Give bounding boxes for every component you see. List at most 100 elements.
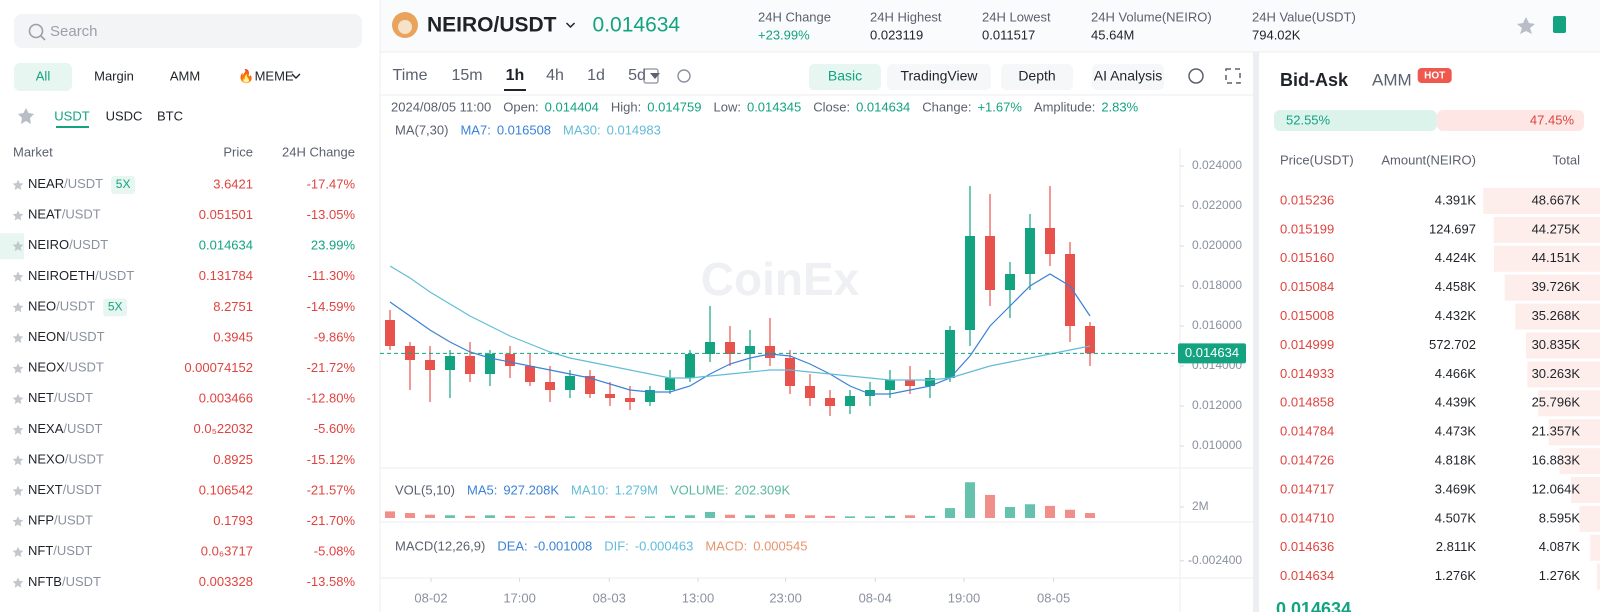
view-tab-bg[interactable] <box>809 64 881 90</box>
ask-price: 0.014634 <box>1280 568 1334 583</box>
interval-tab[interactable]: 15m <box>451 67 482 84</box>
quote-tab[interactable]: BTC <box>157 108 183 123</box>
market-name[interactable]: NFT/USDT <box>28 544 92 559</box>
volume-bar <box>905 515 915 518</box>
favorite-icon[interactable] <box>12 455 24 466</box>
market-name[interactable]: NEO/USDT <box>28 299 95 314</box>
fullscreen-icon[interactable] <box>1225 68 1241 84</box>
info-label: Open: <box>503 99 538 114</box>
indicator-icon[interactable] <box>677 69 691 83</box>
market-price: 0.131784 <box>199 268 253 283</box>
market-name[interactable]: NEOX/USDT <box>28 360 104 375</box>
market-price: 0.8925 <box>213 452 253 467</box>
candle-body <box>885 380 895 390</box>
stat-value: 0.023119 <box>870 27 923 42</box>
market-name[interactable]: NEAT/USDT <box>28 207 101 222</box>
depth-bar <box>1579 505 1600 532</box>
market-name[interactable]: NET/USDT <box>28 391 93 406</box>
favorite-icon[interactable] <box>12 424 24 435</box>
info-label: Change: <box>922 99 971 114</box>
favorite-icon[interactable] <box>12 210 24 221</box>
book-tab[interactable]: AMM <box>1372 70 1412 89</box>
info-value: 0.000545 <box>753 538 807 553</box>
quote-tab[interactable]: USDT <box>54 108 89 123</box>
leverage-badge <box>103 298 128 317</box>
candle-body <box>1065 254 1075 326</box>
view-tab-bg[interactable] <box>887 64 991 90</box>
view-tab[interactable]: TradingView <box>900 68 978 84</box>
view-tab[interactable]: Depth <box>1018 68 1055 84</box>
ask-total: 39.726K <box>1532 279 1581 294</box>
market-name[interactable]: NEXO/USDT <box>28 452 104 467</box>
view-tab-bg[interactable] <box>1001 64 1073 90</box>
favorite-icon[interactable] <box>12 577 24 588</box>
favorite-icon[interactable] <box>12 302 24 313</box>
ask-price: 0.014717 <box>1280 481 1334 496</box>
market-name[interactable]: NFTB/USDT <box>28 574 101 589</box>
market-name[interactable]: NEXA/USDT <box>28 421 102 436</box>
market-name[interactable]: NFP/USDT <box>28 513 93 528</box>
y-tick-label: 0.012000 <box>1192 398 1242 412</box>
candle-body <box>845 396 855 406</box>
favorite-icon[interactable] <box>12 516 24 527</box>
depth-bar <box>1590 534 1600 561</box>
favorite-icon[interactable] <box>12 546 24 558</box>
market-tab[interactable]: AMM <box>170 68 200 83</box>
market-tab[interactable]: All <box>36 68 51 83</box>
y-tick-label: 0.010000 <box>1192 438 1242 452</box>
market-name[interactable]: NEXT/USDT <box>28 482 102 497</box>
interval-tab[interactable]: 1d <box>587 67 605 84</box>
ask-total: 25.796K <box>1532 395 1581 410</box>
depth-bar <box>1504 274 1600 301</box>
depth-bar <box>1515 303 1600 330</box>
sell-ratio: 47.45% <box>1530 112 1575 127</box>
market-change: -13.58% <box>307 574 356 589</box>
candle-body <box>445 356 455 370</box>
view-tab-bg[interactable] <box>1092 64 1164 90</box>
favorite-filter[interactable] <box>18 108 34 124</box>
last-price-label: 0.014634 <box>1185 345 1239 360</box>
market-tab[interactable]: Margin <box>94 68 134 83</box>
market-base: NEXT <box>28 482 63 497</box>
interval-tab[interactable]: Time <box>393 67 428 84</box>
book-tab[interactable]: Bid-Ask <box>1280 70 1349 90</box>
market-name[interactable]: NEON/USDT <box>28 329 105 344</box>
market-quote: /USDT <box>63 482 102 497</box>
view-tab[interactable]: Basic <box>828 68 862 84</box>
favorite-icon[interactable] <box>1517 17 1535 34</box>
info-label: MA10: <box>571 482 609 497</box>
candle-body <box>725 342 735 354</box>
favorite-icon[interactable] <box>12 363 24 374</box>
view-tab[interactable]: AI Analysis <box>1094 68 1162 84</box>
info-value: 0.014404 <box>545 99 599 114</box>
pair-symbol[interactable]: NEIRO/USDT <box>427 14 557 37</box>
interval-tab[interactable]: 4h <box>546 67 564 84</box>
volume-bar <box>785 514 795 518</box>
favorite-icon[interactable] <box>12 332 24 343</box>
market-change: -13.05% <box>307 207 356 222</box>
market-name[interactable]: NEIROETH/USDT <box>28 268 134 283</box>
quote-tab[interactable]: USDC <box>106 108 143 123</box>
draw-icon[interactable] <box>643 68 659 84</box>
candle-body <box>705 342 715 354</box>
ask-price: 0.015160 <box>1280 250 1334 265</box>
volume-bar <box>625 516 635 518</box>
search-box[interactable] <box>14 14 362 48</box>
favorite-icon[interactable] <box>12 485 24 496</box>
market-name[interactable]: NEIRO/USDT <box>28 238 108 253</box>
favorite-icon[interactable] <box>12 240 24 252</box>
refresh-icon[interactable] <box>1188 68 1204 84</box>
book-last-price: 0.014634 <box>1276 599 1351 612</box>
favorite-icon[interactable] <box>12 271 24 282</box>
market-tab[interactable]: 🔥MEME <box>238 68 294 83</box>
book-icon[interactable] <box>1553 16 1566 33</box>
market-quote: /USDT <box>54 391 93 406</box>
favorite-icon[interactable] <box>12 179 24 190</box>
ask-amount: 3.469K <box>1435 481 1477 496</box>
market-name[interactable]: NEAR/USDT <box>28 176 103 191</box>
volume-bar <box>985 494 995 518</box>
interval-tab[interactable]: 1h <box>506 67 525 84</box>
favorite-icon[interactable] <box>12 393 24 405</box>
interval-tab[interactable]: 5d <box>628 67 646 84</box>
